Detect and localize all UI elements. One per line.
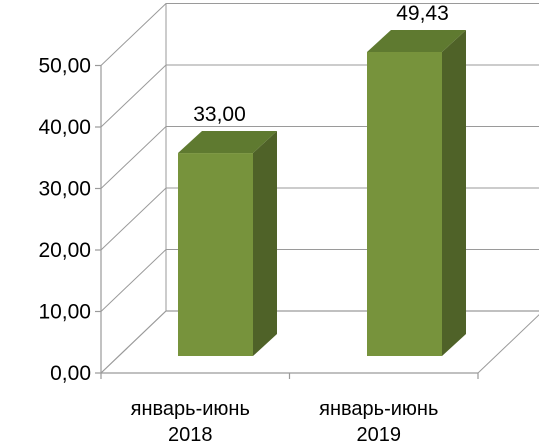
y-tick-label: 40,00 [38, 116, 91, 139]
category-label-line: 2019 [357, 424, 402, 445]
category-label-line: январь-июнь [131, 398, 250, 420]
category-label-line: 2018 [168, 424, 213, 445]
data-label-1: 33,00 [193, 103, 246, 126]
bar-side [253, 131, 277, 356]
gridline [100, 3, 539, 66]
floor-right-edge [477, 314, 539, 374]
gridlines [95, 3, 539, 379]
gridline [100, 187, 539, 251]
y-tick-label: 50,00 [38, 55, 91, 78]
bar-front [367, 52, 442, 357]
bar-side [442, 30, 466, 357]
y-tick-label: 0,00 [50, 362, 91, 385]
bar-front [178, 153, 253, 356]
gridline [100, 249, 539, 312]
bar-2 [367, 30, 466, 357]
y-tick-label: 30,00 [38, 178, 91, 201]
bar-1 [178, 131, 277, 356]
y-tick-label: 20,00 [38, 239, 91, 262]
labels: 0,00 10,00 20,00 30,00 40,00 50,00 33,00 январь… [38, 2, 448, 445]
gridline [100, 64, 539, 128]
bar-top [367, 30, 466, 53]
data-label-2: 49,43 [396, 2, 449, 25]
bars [178, 30, 466, 357]
category-label-line: январь-июнь [319, 398, 438, 420]
gridline [100, 310, 539, 374]
bar-top [178, 131, 277, 154]
y-tick-label: 10,00 [38, 301, 91, 324]
gridline [100, 126, 539, 189]
